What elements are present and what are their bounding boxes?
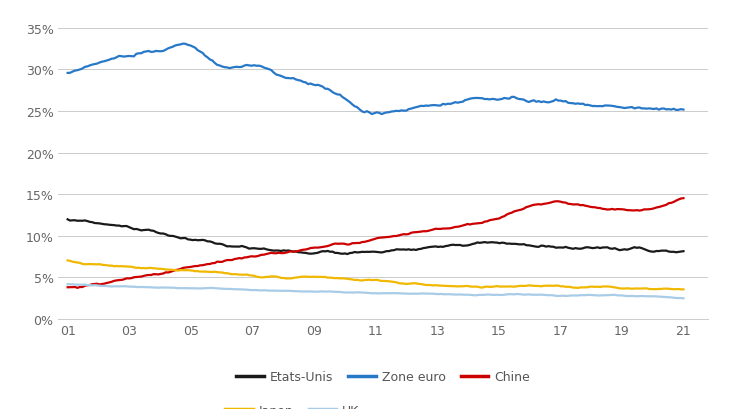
- Chine: [679, 196, 688, 201]
- Japon: [495, 284, 504, 289]
- Chine: [554, 199, 563, 204]
- Etats-Unis: [75, 219, 84, 224]
- Zone euro: [679, 108, 688, 113]
- Etats-Unis: [554, 245, 563, 250]
- Line: Etats-Unis: Etats-Unis: [68, 220, 683, 254]
- Zone euro: [250, 64, 258, 69]
- UK: [679, 296, 688, 301]
- Zone euro: [461, 99, 469, 103]
- UK: [456, 292, 464, 297]
- Japon: [664, 287, 673, 292]
- UK: [75, 283, 84, 288]
- Zone euro: [64, 71, 72, 76]
- UK: [247, 288, 256, 293]
- Etats-Unis: [343, 252, 352, 257]
- Line: Japon: Japon: [68, 261, 683, 290]
- Zone euro: [556, 99, 565, 104]
- Etats-Unis: [666, 250, 675, 255]
- Chine: [458, 224, 467, 229]
- Zone euro: [500, 96, 509, 101]
- Etats-Unis: [64, 217, 72, 222]
- Etats-Unis: [679, 249, 688, 254]
- Line: Zone euro: Zone euro: [68, 45, 683, 115]
- Etats-Unis: [498, 240, 507, 245]
- Japon: [551, 283, 560, 288]
- UK: [664, 295, 673, 300]
- Chine: [666, 201, 675, 206]
- Etats-Unis: [458, 244, 467, 249]
- Japon: [456, 284, 464, 289]
- Japon: [247, 273, 256, 278]
- Etats-Unis: [247, 246, 256, 251]
- Chine: [498, 215, 507, 220]
- Zone euro: [377, 112, 386, 117]
- Chine: [250, 254, 258, 259]
- Legend: Japon, UK: Japon, UK: [220, 399, 364, 409]
- Chine: [78, 285, 87, 290]
- Japon: [75, 261, 84, 266]
- UK: [551, 294, 560, 299]
- UK: [64, 282, 72, 287]
- Chine: [64, 285, 72, 290]
- Chine: [73, 286, 82, 291]
- Japon: [64, 258, 72, 263]
- Zone euro: [75, 68, 84, 73]
- Zone euro: [669, 107, 678, 112]
- Line: Chine: Chine: [68, 199, 683, 288]
- Japon: [679, 287, 688, 292]
- Line: UK: UK: [68, 285, 683, 299]
- UK: [495, 293, 504, 298]
- Zone euro: [179, 42, 188, 47]
